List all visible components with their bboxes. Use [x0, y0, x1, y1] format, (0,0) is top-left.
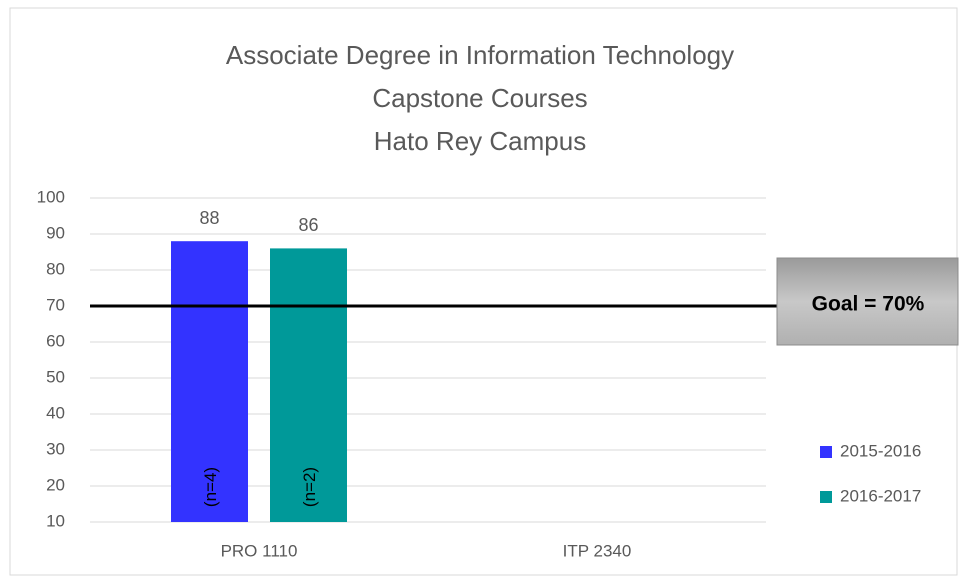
y-tick-label: 30	[46, 439, 65, 458]
legend-label: 2016-2017	[840, 486, 921, 505]
chart-title: Associate Degree in Information Technolo…	[226, 40, 734, 70]
x-tick-label: PRO 1110	[221, 541, 298, 560]
bar	[171, 241, 248, 522]
bar	[270, 248, 347, 522]
y-tick-label: 60	[46, 331, 65, 350]
goal-box	[776, 257, 959, 346]
legend-swatch	[820, 491, 832, 503]
annotation: (n=2)	[300, 467, 319, 507]
y-tick-label: 90	[46, 223, 65, 242]
y-tick-label: 80	[46, 259, 65, 278]
y-tick-label: 40	[46, 403, 65, 422]
data-label: 86	[298, 215, 318, 235]
legend-label: 2015-2016	[840, 441, 921, 460]
y-tick-label: 50	[46, 367, 65, 386]
y-tick-label: 70	[46, 295, 65, 314]
y-tick-label: 10	[46, 511, 65, 530]
chart-title: Capstone Courses	[372, 83, 587, 113]
annotation: (n=4)	[201, 467, 220, 507]
y-tick-label: 20	[46, 475, 65, 494]
chart-title: Hato Rey Campus	[374, 126, 586, 156]
legend-swatch	[820, 446, 832, 458]
x-tick-label: ITP 2340	[563, 541, 632, 560]
y-tick-label: 100	[37, 187, 65, 206]
data-label: 88	[199, 208, 219, 228]
goal-label: Goal = 70%	[812, 293, 925, 316]
